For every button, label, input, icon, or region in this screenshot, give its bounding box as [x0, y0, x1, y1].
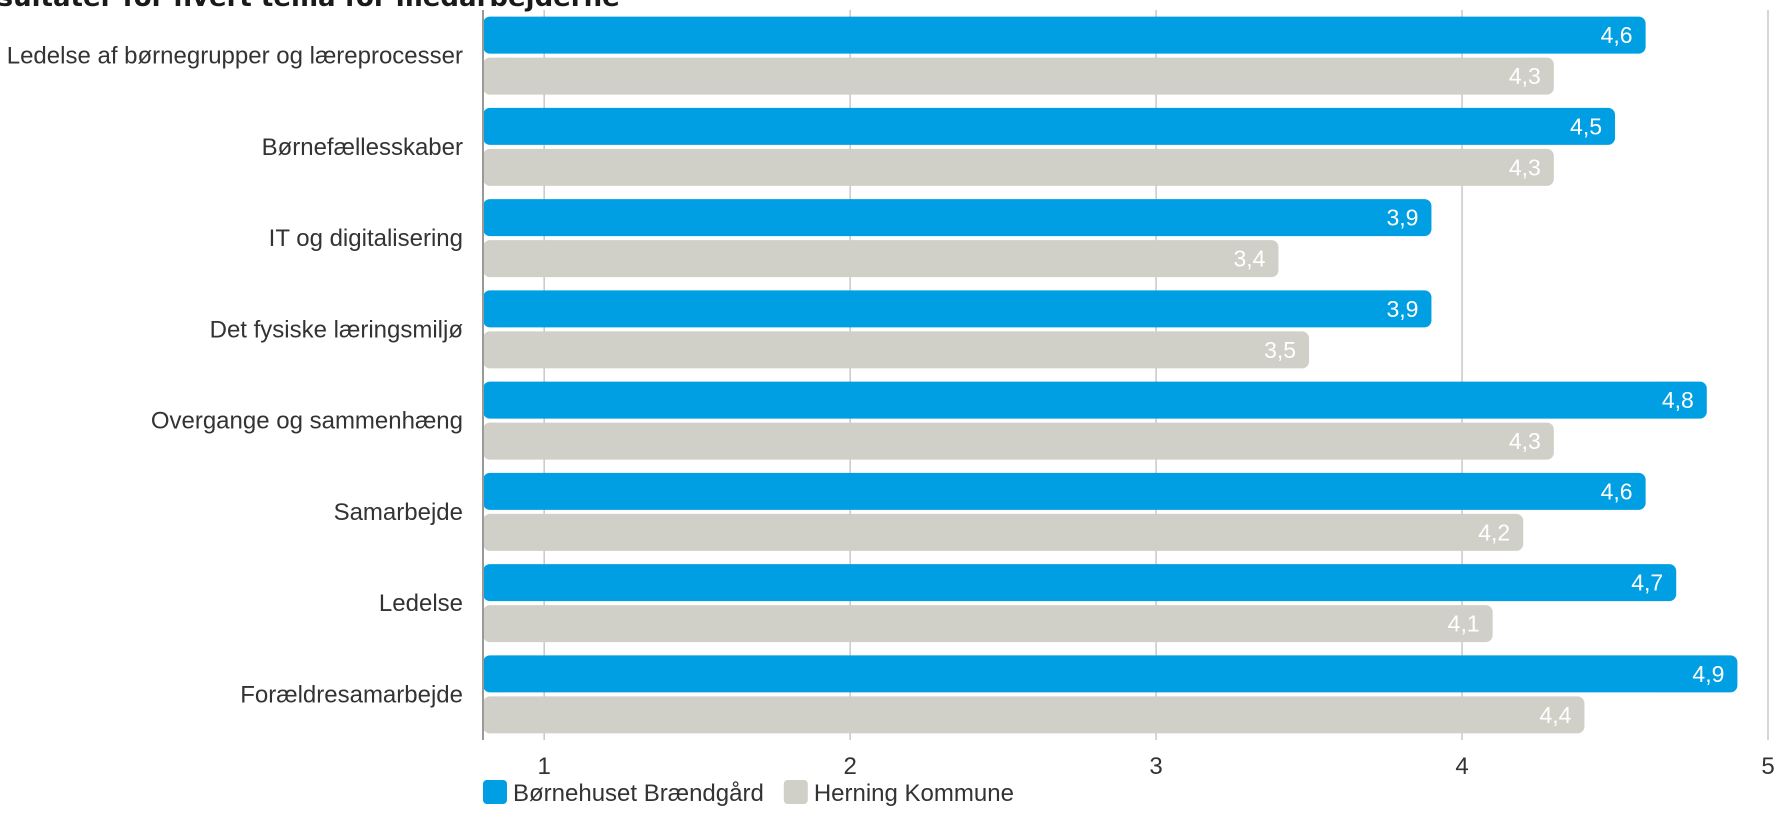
- category-label: Det fysiske læringsmiljø: [210, 316, 464, 343]
- x-axis-ticks: 1 2 3 4 5: [538, 753, 1775, 780]
- category-label: Overgange og sammenhæng: [151, 408, 463, 435]
- bar-value-label: 4,3: [1509, 154, 1541, 180]
- bar-herning-1: [483, 148, 1554, 186]
- legend-label-0: Børnehuset Brændgård: [513, 780, 764, 807]
- legend-label-1: Herning Kommune: [814, 780, 1014, 807]
- bar-boernehuset-0: [483, 16, 1646, 54]
- bars: 4,6 4,3 4,5 4,3 3,9 3,4 3,9 3,5 4,8 4,3 4,6 4,2 4,7 4…: [483, 16, 1738, 734]
- bar-value-label: 3,9: [1386, 205, 1418, 231]
- bar-boernehuset-6: [483, 564, 1677, 602]
- bar-herning-5: [483, 513, 1524, 551]
- bar-herning-0: [483, 57, 1554, 95]
- legend-swatch-0: [483, 780, 507, 804]
- bar-boernehuset-2: [483, 199, 1432, 237]
- bar-boernehuset-5: [483, 472, 1646, 510]
- bar-boernehuset-7: [483, 655, 1738, 693]
- bar-value-label: 4,5: [1570, 113, 1602, 139]
- category-labels: Ledelse af børnegrupper og læreprocesser…: [7, 43, 464, 709]
- x-tick-label-1: 1: [538, 753, 551, 780]
- bar-value-label: 4,7: [1631, 570, 1663, 596]
- bar-value-label: 4,4: [1539, 702, 1571, 728]
- bar-value-label: 3,9: [1386, 296, 1418, 322]
- bar-boernehuset-4: [483, 381, 1707, 419]
- bar-herning-7: [483, 696, 1585, 734]
- x-tick-label-5: 5: [1761, 753, 1774, 780]
- bar-herning-6: [483, 605, 1493, 643]
- x-tick-label-2: 2: [843, 753, 856, 780]
- chart-title: Resultater for hvert tema for medarbejde…: [0, 0, 620, 13]
- legend: Børnehuset Brændgård Herning Kommune: [483, 780, 1014, 807]
- legend-swatch-1: [783, 780, 808, 804]
- bar-value-label: 3,5: [1264, 337, 1296, 363]
- category-label: Samarbejde: [334, 499, 463, 526]
- category-label: Ledelse: [379, 590, 463, 617]
- bar-value-label: 4,8: [1662, 387, 1694, 413]
- bar-value-label: 4,2: [1478, 519, 1510, 545]
- bar-herning-2: [483, 240, 1279, 278]
- bar-herning-3: [483, 331, 1310, 369]
- bar-value-label: 4,3: [1509, 63, 1541, 89]
- x-tick-label-3: 3: [1149, 753, 1162, 780]
- category-label: Børnefællesskaber: [262, 134, 463, 161]
- bar-value-label: 4,9: [1692, 661, 1724, 687]
- bar-value-label: 3,4: [1233, 246, 1265, 272]
- bar-value-label: 4,6: [1601, 478, 1633, 504]
- bar-boernehuset-1: [483, 107, 1616, 145]
- bar-boernehuset-3: [483, 290, 1432, 328]
- x-tick-label-4: 4: [1455, 753, 1468, 780]
- category-label: Ledelse af børnegrupper og læreprocesser: [7, 43, 463, 70]
- bar-value-label: 4,6: [1601, 22, 1633, 48]
- category-label: IT og digitalisering: [269, 225, 463, 252]
- bar-herning-4: [483, 422, 1554, 460]
- bar-value-label: 4,3: [1509, 428, 1541, 454]
- bar-value-label: 4,1: [1448, 611, 1480, 637]
- category-label: Forældresamarbejde: [240, 681, 463, 708]
